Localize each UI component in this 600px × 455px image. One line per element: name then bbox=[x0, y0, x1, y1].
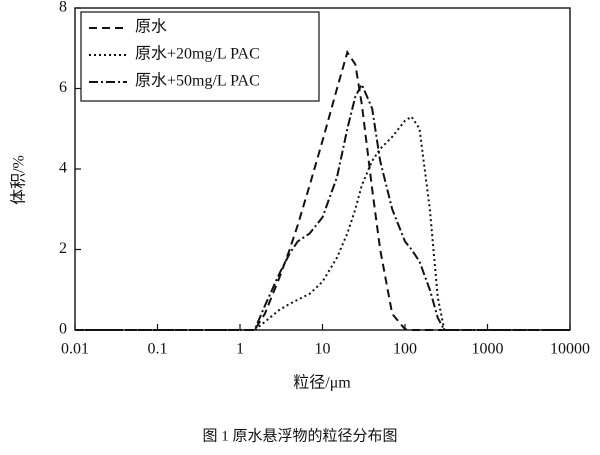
x-tick-label: 0.1 bbox=[148, 341, 168, 358]
series-line bbox=[75, 49, 570, 331]
y-tick-label: 0 bbox=[59, 321, 67, 338]
legend-label: 原水+20mg/L PAC bbox=[135, 45, 260, 63]
x-tick-label: 100 bbox=[393, 341, 417, 358]
x-tick-label: 1 bbox=[236, 341, 244, 358]
legend-label: 原水 bbox=[135, 18, 167, 36]
y-axis-label: 体积/% bbox=[10, 155, 28, 205]
x-tick-label: 10 bbox=[315, 341, 331, 358]
y-tick-label: 6 bbox=[59, 79, 67, 96]
caption: 图 1 原水悬浮物的粒径分布图 bbox=[202, 427, 397, 444]
x-tick-label: 0.01 bbox=[61, 341, 89, 358]
legend-label: 原水+50mg/L PAC bbox=[135, 72, 260, 90]
y-tick-label: 8 bbox=[59, 0, 67, 16]
y-tick-label: 2 bbox=[59, 240, 67, 257]
legend-box bbox=[80, 11, 320, 102]
x-axis-label: 粒径/μm bbox=[293, 374, 351, 392]
x-tick-label: 10000 bbox=[550, 341, 590, 358]
y-tick-label: 4 bbox=[59, 160, 67, 177]
series-line bbox=[75, 82, 570, 331]
series-line bbox=[75, 115, 570, 331]
x-tick-label: 1000 bbox=[472, 341, 504, 358]
